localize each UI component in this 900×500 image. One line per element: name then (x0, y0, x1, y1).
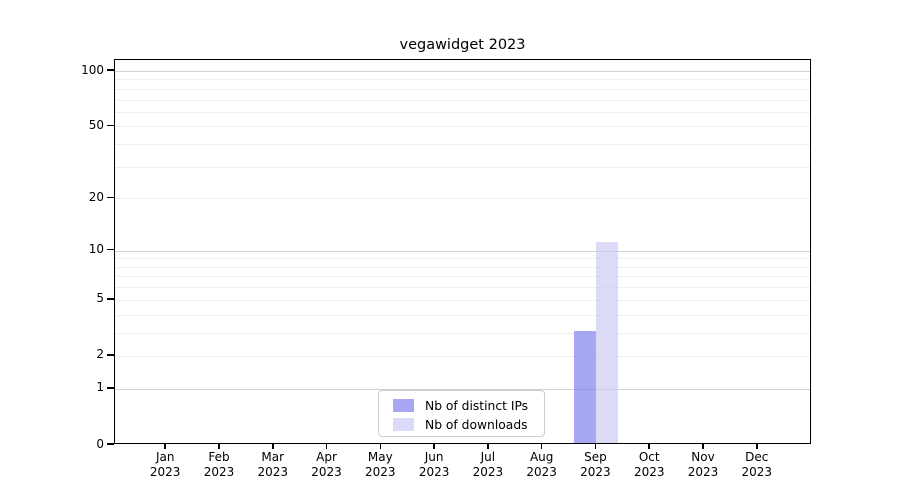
x-tick-mark (433, 444, 435, 449)
minor-gridline (115, 99, 810, 101)
x-tick-month: Jul (480, 450, 496, 464)
y-tick-mark (107, 354, 114, 356)
legend-item: Nb of distinct IPs (393, 396, 536, 415)
x-tick-year: 2023 (149, 465, 181, 479)
x-tick-month: Jun (424, 450, 444, 464)
y-tick-label: 1 (96, 380, 104, 395)
y-tick-mark (107, 298, 114, 300)
x-tick-month: Aug (529, 450, 554, 464)
x-tick-month: May (367, 450, 393, 464)
x-tick-year: 2023 (472, 465, 504, 479)
legend-item: Nb of downloads (393, 415, 536, 434)
x-tick-label: Dec 2023 (725, 450, 789, 480)
x-tick-mark (272, 444, 274, 449)
y-tick-mark (107, 69, 114, 71)
minor-gridline (115, 266, 810, 268)
x-tick-mark (702, 444, 704, 449)
y-tick-mark (107, 443, 114, 445)
y-tick-label: 2 (96, 347, 104, 362)
x-tick-mark (325, 444, 328, 449)
x-tick-month: Nov (691, 450, 715, 464)
y-tick-label: 100 (81, 62, 104, 77)
x-tick-month: Apr (316, 450, 337, 464)
x-tick-label: Jan 2023 (133, 450, 197, 480)
y-tick-label: 0 (96, 436, 104, 451)
y-tick-label: 50 (88, 117, 104, 132)
minor-gridline (115, 276, 810, 278)
y-tick-label: 10 (88, 242, 104, 257)
y-tick-mark (107, 196, 114, 199)
x-tick-year: 2023 (741, 465, 773, 479)
minor-gridline (115, 79, 810, 81)
chart-title: vegawidget 2023 (399, 37, 526, 53)
legend: Nb of distinct IPs Nb of downloads (378, 390, 545, 437)
x-tick-mark (594, 444, 597, 449)
legend-label: Nb of downloads (425, 417, 528, 432)
minor-gridline (115, 144, 810, 146)
minor-gridline (115, 111, 810, 113)
x-tick-year: 2023 (311, 465, 342, 479)
x-tick-month: Oct (638, 450, 660, 464)
x-tick-label: Jul 2023 (456, 450, 520, 480)
x-tick-mark (756, 444, 758, 449)
x-tick-label: Nov 2023 (671, 450, 735, 480)
x-tick-month: Mar (261, 450, 285, 464)
minor-gridline (115, 314, 810, 316)
x-tick-label: Aug 2023 (510, 450, 574, 480)
legend-label: Nb of distinct IPs (425, 398, 529, 413)
x-tick-label: Apr 2023 (295, 450, 359, 480)
x-tick-mark (648, 444, 650, 449)
x-tick-year: 2023 (257, 465, 289, 479)
x-tick-year: 2023 (526, 465, 557, 479)
x-tick-month: Jan (155, 450, 175, 464)
x-tick-year: 2023 (203, 465, 235, 479)
x-tick-month: Feb (208, 450, 230, 464)
x-tick-label: Oct 2023 (617, 450, 681, 480)
x-tick-year: 2023 (365, 465, 396, 479)
x-tick-label: Sep 2023 (563, 450, 627, 480)
x-tick-month: Sep (584, 450, 607, 464)
y-tick-mark (107, 124, 114, 127)
minor-gridline (115, 287, 810, 289)
legend-swatch (393, 418, 414, 431)
x-tick-year: 2023 (633, 465, 665, 479)
x-tick-year: 2023 (418, 465, 450, 479)
minor-gridline (115, 258, 810, 260)
y-tick-mark (107, 387, 114, 389)
x-tick-month: Dec (745, 450, 769, 464)
major-gridline (115, 71, 810, 72)
y-tick-mark (107, 248, 114, 251)
x-tick-mark (379, 444, 382, 449)
minor-gridline (115, 88, 810, 90)
minor-gridline (115, 126, 810, 128)
major-gridline (115, 388, 810, 390)
x-tick-label: Mar 2023 (241, 450, 305, 480)
x-tick-label: Feb 2023 (187, 450, 251, 480)
x-tick-year: 2023 (580, 465, 611, 479)
minor-gridline (115, 299, 810, 301)
x-tick-label: Jun 2023 (402, 450, 466, 480)
legend-swatch (393, 399, 414, 412)
minor-gridline (115, 355, 810, 357)
y-tick-label: 5 (96, 291, 104, 306)
x-tick-year: 2023 (687, 465, 719, 479)
x-tick-label: May 2023 (348, 450, 412, 480)
minor-gridline (115, 332, 810, 334)
x-tick-mark (218, 444, 220, 449)
x-tick-mark (540, 444, 543, 449)
major-gridline (115, 250, 810, 252)
minor-gridline (115, 166, 810, 168)
minor-gridline (115, 198, 810, 200)
plot-area (114, 59, 811, 444)
x-tick-mark (487, 444, 489, 449)
x-tick-mark (164, 444, 166, 449)
bar-nb-of-distinct-ips (574, 330, 597, 443)
bar-nb-of-downloads (596, 241, 619, 443)
y-tick-label: 20 (88, 189, 104, 204)
